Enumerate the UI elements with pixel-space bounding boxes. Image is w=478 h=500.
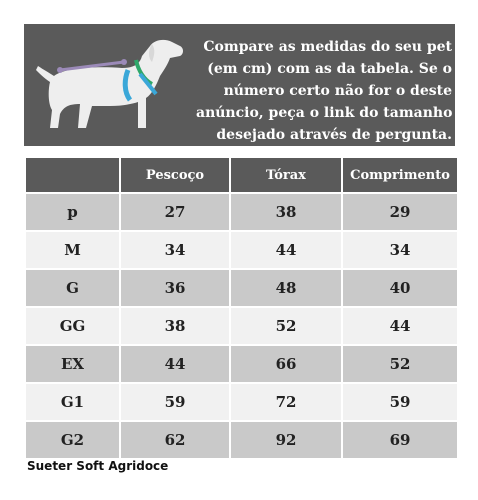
banner-line: (em cm) com as da tabela. Se o xyxy=(207,61,452,77)
banner-line: Compare as medidas do seu pet xyxy=(203,39,452,55)
info-banner: Compare as medidas do seu pet (em cm) co… xyxy=(24,24,455,146)
header-length: Comprimento xyxy=(343,158,457,192)
neck-cell: 38 xyxy=(121,308,229,344)
banner-line: desejado através de pergunta. xyxy=(216,127,452,143)
size-cell: GG xyxy=(26,308,119,344)
chest-cell: 66 xyxy=(231,346,341,382)
length-cell: 59 xyxy=(343,384,457,420)
neck-cell: 59 xyxy=(121,384,229,420)
chest-cell: 92 xyxy=(231,422,341,458)
table-row: p 27 38 29 xyxy=(26,194,457,230)
neck-cell: 34 xyxy=(121,232,229,268)
neck-cell: 27 xyxy=(121,194,229,230)
banner-line: anúncio, peça o link do tamanho xyxy=(196,105,453,121)
table-row: EX 44 66 52 xyxy=(26,346,457,382)
size-cell: p xyxy=(26,194,119,230)
banner-text: Compare as medidas do seu pet (em cm) co… xyxy=(196,36,452,146)
chest-cell: 52 xyxy=(231,308,341,344)
chest-cell: 48 xyxy=(231,270,341,306)
size-cell: G1 xyxy=(26,384,119,420)
table-row: G2 62 92 69 xyxy=(26,422,457,458)
header-size xyxy=(26,158,119,192)
header-chest: Tórax xyxy=(231,158,341,192)
chest-cell: 72 xyxy=(231,384,341,420)
product-caption: Sueter Soft Agridoce xyxy=(27,459,169,473)
neck-cell: 36 xyxy=(121,270,229,306)
neck-cell: 44 xyxy=(121,346,229,382)
neck-cell: 62 xyxy=(121,422,229,458)
length-cell: 40 xyxy=(343,270,457,306)
dog-measurement-icon xyxy=(36,39,183,129)
header-neck: Pescoço xyxy=(121,158,229,192)
banner-line: número certo não for o deste xyxy=(223,83,452,99)
size-cell: EX xyxy=(26,346,119,382)
chest-cell: 44 xyxy=(231,232,341,268)
table-row: G1 59 72 59 xyxy=(26,384,457,420)
length-cell: 29 xyxy=(343,194,457,230)
length-cell: 52 xyxy=(343,346,457,382)
length-cell: 34 xyxy=(343,232,457,268)
size-table: Pescoço Tórax Comprimento p 27 38 29 M 3… xyxy=(24,156,459,460)
length-cell: 44 xyxy=(343,308,457,344)
size-cell: M xyxy=(26,232,119,268)
size-cell: G xyxy=(26,270,119,306)
length-cell: 69 xyxy=(343,422,457,458)
table-row: G 36 48 40 xyxy=(26,270,457,306)
table-row: GG 38 52 44 xyxy=(26,308,457,344)
table-header-row: Pescoço Tórax Comprimento xyxy=(26,158,457,192)
table-row: M 34 44 34 xyxy=(26,232,457,268)
size-cell: G2 xyxy=(26,422,119,458)
chest-cell: 38 xyxy=(231,194,341,230)
